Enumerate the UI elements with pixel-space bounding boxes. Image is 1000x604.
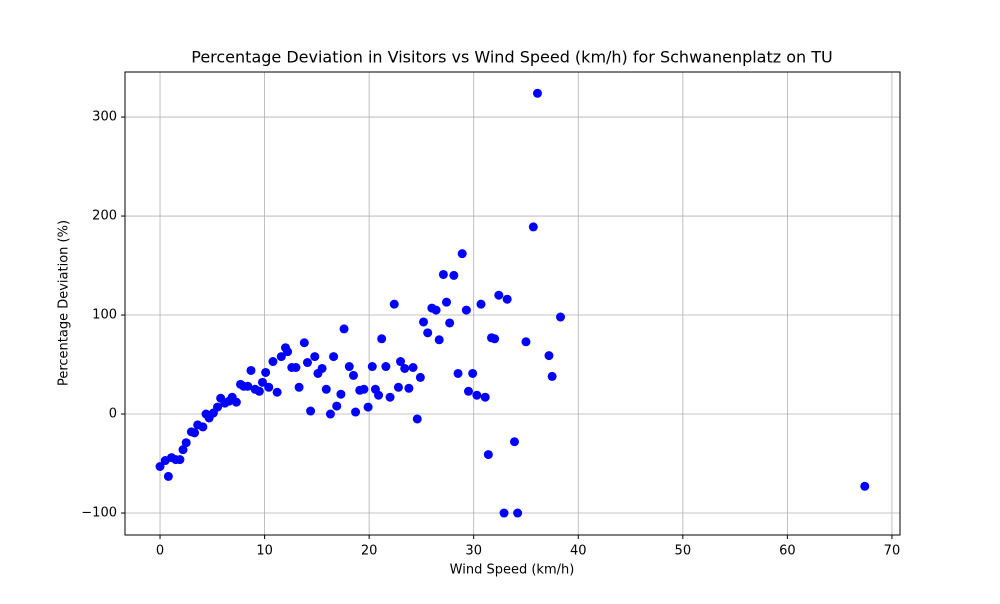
point [254,386,264,396]
y-axis-label: Percentage Deviation (%) [57,220,72,386]
point [442,297,452,307]
y-tick-label: 0 [109,407,117,422]
point [213,402,223,412]
point [483,450,493,460]
point [457,249,467,259]
point [461,305,471,315]
point [339,324,349,334]
point [449,270,459,280]
point [363,402,373,412]
point [198,422,208,432]
chart-title: Percentage Deviation in Visitors vs Wind… [191,48,833,67]
point [377,334,387,344]
point [243,381,253,391]
point [434,335,444,345]
point [272,387,282,397]
point [494,290,504,300]
x-tick-label: 0 [156,544,164,559]
point [163,471,173,481]
point [155,461,165,471]
point [321,384,331,394]
point [283,347,293,357]
point [463,386,473,396]
point [528,222,538,232]
point [544,351,554,361]
point [415,372,425,382]
y-tick-label: −100 [81,506,117,521]
x-tick-label: 20 [361,544,378,559]
point [261,367,271,377]
point [246,365,256,375]
point [396,357,406,367]
x-axis-label: Wind Speed (km/h) [450,563,575,578]
point [860,481,870,491]
point [276,352,286,362]
x-tick-label: 70 [884,544,901,559]
point [336,389,346,399]
point [412,414,422,424]
point [438,269,448,279]
point [268,357,278,367]
point [404,383,414,393]
point [555,312,565,322]
point [521,337,531,347]
point [408,363,418,373]
x-tick-label: 40 [570,544,587,559]
point [359,384,369,394]
point [468,368,478,378]
point [317,363,327,373]
point [348,370,358,380]
point [476,299,486,309]
point [453,368,463,378]
point [393,382,403,392]
point [502,294,512,304]
point [264,382,274,392]
point [294,382,304,392]
point [419,317,429,327]
point [367,362,377,372]
point [509,437,519,447]
point [231,397,241,407]
point [332,401,342,411]
point [490,334,500,344]
y-tick-label: 200 [92,209,117,224]
point [472,390,482,400]
point [329,352,339,362]
point [178,445,188,455]
x-tick-label: 10 [256,544,273,559]
x-tick-label: 50 [675,544,692,559]
point [306,406,316,416]
point [445,318,455,328]
point [389,299,399,309]
point [190,428,200,438]
point [299,338,309,348]
point [257,377,267,387]
point [344,362,354,372]
point [381,362,391,372]
y-tick-label: 300 [92,110,117,125]
point [423,328,433,338]
point [513,508,523,518]
point [431,305,441,315]
point [385,392,395,402]
point [181,438,191,448]
x-tick-label: 30 [465,544,482,559]
point [302,358,312,368]
point [325,409,335,419]
plot-frame [124,71,901,536]
point [175,455,185,465]
point [547,371,557,381]
point [499,508,509,518]
y-tick-label: 100 [92,308,117,323]
x-tick-label: 60 [779,544,796,559]
point [291,363,301,373]
point [532,88,542,98]
point [351,407,361,417]
point [480,392,490,402]
point [400,363,410,373]
point [310,352,320,362]
point [374,390,384,400]
